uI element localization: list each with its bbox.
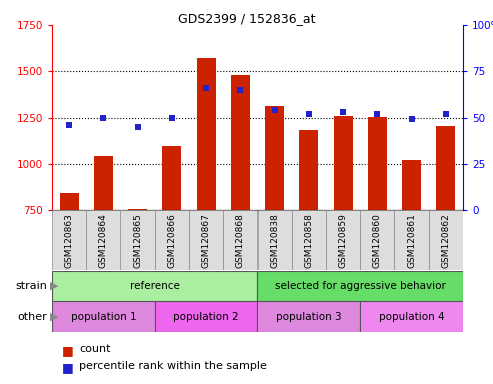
Text: ▶: ▶ bbox=[49, 311, 58, 321]
Bar bbox=[257, 301, 360, 332]
Bar bbox=[155, 301, 257, 332]
Bar bbox=[52, 301, 155, 332]
Text: ▶: ▶ bbox=[49, 281, 58, 291]
Text: ■: ■ bbox=[62, 344, 73, 357]
Bar bbox=[60, 194, 78, 210]
Text: GSM120858: GSM120858 bbox=[304, 213, 314, 268]
Bar bbox=[360, 210, 394, 270]
Text: population 1: population 1 bbox=[70, 311, 136, 321]
Point bbox=[442, 111, 450, 117]
Bar bbox=[163, 146, 181, 210]
Bar bbox=[120, 210, 155, 270]
Bar bbox=[436, 126, 456, 210]
Bar bbox=[257, 210, 292, 270]
Point bbox=[373, 111, 381, 117]
Bar bbox=[94, 156, 113, 210]
Text: selected for aggressive behavior: selected for aggressive behavior bbox=[275, 281, 446, 291]
Bar bbox=[292, 210, 326, 270]
Bar bbox=[128, 209, 147, 210]
Bar bbox=[189, 210, 223, 270]
Text: percentile rank within the sample: percentile rank within the sample bbox=[79, 361, 267, 371]
Point bbox=[100, 114, 107, 121]
Point bbox=[237, 87, 245, 93]
Text: GSM120863: GSM120863 bbox=[65, 213, 73, 268]
Bar bbox=[429, 210, 463, 270]
Text: strain: strain bbox=[15, 281, 47, 291]
Bar bbox=[402, 160, 421, 210]
Text: GSM120865: GSM120865 bbox=[133, 213, 142, 268]
Text: ■: ■ bbox=[62, 361, 73, 374]
Text: GSM120867: GSM120867 bbox=[202, 213, 211, 268]
Bar bbox=[197, 58, 215, 210]
Bar bbox=[155, 210, 189, 270]
Bar bbox=[223, 210, 257, 270]
Bar bbox=[326, 210, 360, 270]
Bar bbox=[299, 129, 318, 210]
Bar bbox=[52, 271, 257, 301]
Bar bbox=[394, 210, 429, 270]
Bar bbox=[86, 210, 120, 270]
Point bbox=[305, 111, 313, 117]
Point bbox=[271, 107, 279, 113]
Text: GSM120862: GSM120862 bbox=[441, 213, 451, 268]
Text: GSM120859: GSM120859 bbox=[339, 213, 348, 268]
Bar bbox=[368, 117, 387, 210]
Bar bbox=[257, 271, 463, 301]
Text: population 2: population 2 bbox=[174, 311, 239, 321]
Text: count: count bbox=[79, 344, 110, 354]
Text: population 4: population 4 bbox=[379, 311, 444, 321]
Bar bbox=[52, 210, 86, 270]
Bar bbox=[231, 75, 250, 210]
Text: GSM120860: GSM120860 bbox=[373, 213, 382, 268]
Text: GSM120866: GSM120866 bbox=[168, 213, 176, 268]
Point bbox=[134, 124, 141, 130]
Text: GDS2399 / 152836_at: GDS2399 / 152836_at bbox=[178, 12, 315, 25]
Point bbox=[65, 122, 73, 128]
Text: GSM120861: GSM120861 bbox=[407, 213, 416, 268]
Text: GSM120838: GSM120838 bbox=[270, 213, 279, 268]
Text: GSM120864: GSM120864 bbox=[99, 213, 108, 268]
Point bbox=[168, 114, 176, 121]
Text: reference: reference bbox=[130, 281, 179, 291]
Text: population 3: population 3 bbox=[276, 311, 342, 321]
Point bbox=[202, 85, 210, 91]
Point bbox=[408, 116, 416, 122]
Bar bbox=[360, 301, 463, 332]
Text: GSM120868: GSM120868 bbox=[236, 213, 245, 268]
Point bbox=[339, 109, 347, 115]
Text: other: other bbox=[17, 311, 47, 321]
Bar bbox=[334, 116, 352, 210]
Bar bbox=[265, 106, 284, 210]
